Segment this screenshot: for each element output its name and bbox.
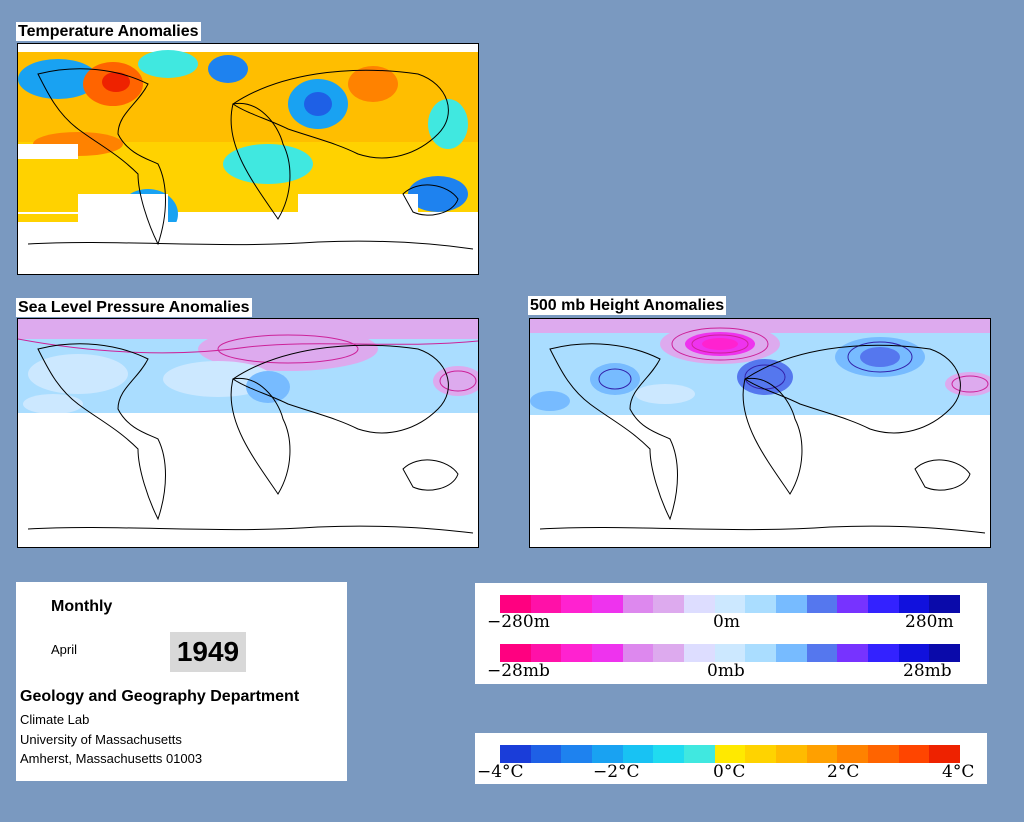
slp-map-title: Sea Level Pressure Anomalies — [16, 298, 252, 317]
year-display: 1949 — [170, 632, 246, 672]
height-scale-swatch — [745, 595, 777, 613]
height-scale-swatch — [776, 595, 807, 613]
temperature-map-title: Temperature Anomalies — [16, 22, 201, 41]
height-scale-swatch — [806, 595, 838, 613]
height-scale-swatch — [500, 595, 531, 613]
height-scale-swatch — [653, 595, 685, 613]
pressure-scale-swatch — [714, 644, 746, 662]
height-scale-swatch — [929, 595, 961, 613]
height-scale-mid: 0m — [713, 612, 740, 632]
pressure-scale-swatch — [592, 644, 623, 662]
sea-level-pressure-map — [17, 318, 479, 548]
temperature-legend-panel: −4°C −2°C 0°C 2°C 4°C — [475, 733, 987, 784]
university-label: University of Massachusetts — [20, 732, 182, 747]
temp-scale-swatch — [868, 745, 899, 763]
temp-tick-minus2: −2°C — [593, 762, 640, 782]
height-color-scale — [500, 595, 961, 613]
temp-scale-swatch — [653, 745, 685, 763]
temp-scale-swatch — [684, 745, 715, 763]
height-scale-swatch — [868, 595, 899, 613]
temp-scale-swatch — [745, 745, 777, 763]
height-scale-max: 280m — [905, 612, 954, 632]
height-scale-swatch — [622, 595, 654, 613]
pressure-scale-swatch — [530, 644, 562, 662]
height-scale-swatch — [714, 595, 746, 613]
pressure-scale-mid: 0mb — [707, 661, 745, 681]
temp-scale-swatch — [530, 745, 562, 763]
height-scale-swatch — [837, 595, 869, 613]
height-map-title: 500 mb Height Anomalies — [528, 296, 727, 315]
period-label: Monthly — [51, 598, 113, 615]
address-label: Amherst, Massachusetts 01003 — [20, 751, 203, 766]
pressure-scale-swatch — [745, 644, 777, 662]
temp-scale-swatch — [837, 745, 869, 763]
temp-scale-swatch — [500, 745, 531, 763]
month-label: April — [51, 642, 78, 657]
temp-scale-swatch — [714, 745, 746, 763]
pressure-scale-swatch — [653, 644, 685, 662]
temp-scale-swatch — [806, 745, 838, 763]
temperature-anomaly-map — [17, 43, 479, 275]
pressure-scale-swatch — [868, 644, 899, 662]
pressure-color-scale — [500, 644, 961, 662]
temp-scale-swatch — [561, 745, 593, 763]
pressure-scale-min: −28mb — [487, 661, 550, 681]
temp-tick-2: 2°C — [827, 762, 860, 782]
pressure-scale-swatch — [684, 644, 715, 662]
pressure-scale-swatch — [837, 644, 869, 662]
temp-scale-swatch — [929, 745, 961, 763]
anomaly-legend-panel: −280m 0m 280m −28mb 0mb 28mb — [475, 583, 987, 684]
height-scale-swatch — [561, 595, 593, 613]
height-scale-min: −280m — [487, 612, 550, 632]
height-scale-swatch — [592, 595, 623, 613]
temp-tick-4: 4°C — [942, 762, 975, 782]
temp-scale-swatch — [622, 745, 654, 763]
temp-tick-0: 0°C — [713, 762, 746, 782]
pressure-scale-swatch — [776, 644, 807, 662]
pressure-scale-swatch — [622, 644, 654, 662]
lab-label: Climate Lab — [20, 712, 90, 727]
pressure-scale-swatch — [806, 644, 838, 662]
info-panel: Monthly April 1949 Geology and Geography… — [16, 582, 347, 781]
height-anomaly-map — [529, 318, 991, 548]
temp-scale-swatch — [776, 745, 807, 763]
department-label: Geology and Geography Department — [20, 688, 300, 705]
height-scale-swatch — [898, 595, 930, 613]
pressure-scale-swatch — [500, 644, 531, 662]
pressure-scale-swatch — [898, 644, 930, 662]
height-scale-swatch — [684, 595, 715, 613]
pressure-scale-swatch — [929, 644, 961, 662]
temp-scale-swatch — [592, 745, 623, 763]
temperature-color-scale — [500, 745, 961, 763]
temp-tick-minus4: −4°C — [477, 762, 524, 782]
height-scale-swatch — [530, 595, 562, 613]
temp-scale-swatch — [898, 745, 930, 763]
pressure-scale-swatch — [561, 644, 593, 662]
pressure-scale-max: 28mb — [903, 661, 952, 681]
